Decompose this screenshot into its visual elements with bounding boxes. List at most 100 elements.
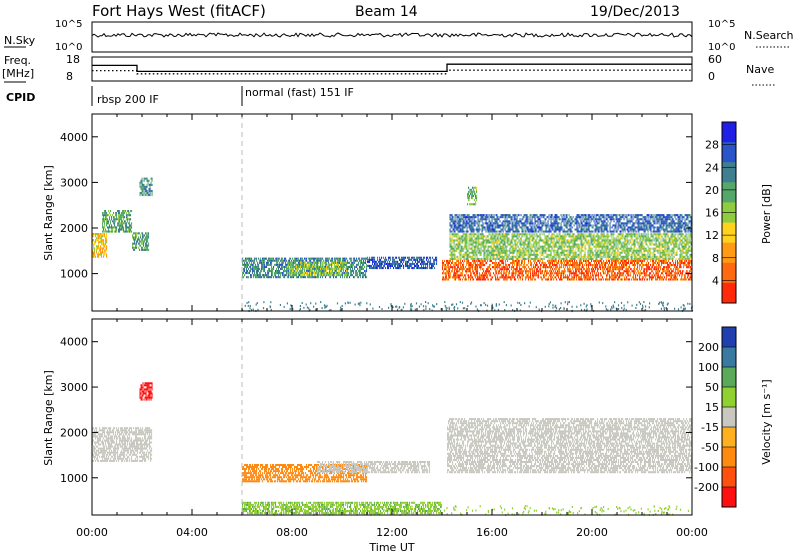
echo-cell (504, 270, 506, 273)
echo-cell (690, 266, 692, 269)
echo-cell (539, 245, 541, 248)
echo-cell (106, 239, 108, 242)
echo-cell (449, 259, 451, 262)
echo-cell (92, 233, 94, 236)
echo-cell (667, 262, 669, 265)
echo-cell (274, 259, 276, 262)
echo-cell (457, 243, 459, 246)
echo-cell (505, 255, 507, 258)
echo-cell (558, 270, 560, 273)
echo-cell (140, 185, 142, 188)
echo-cell (618, 272, 620, 275)
echo-cell (668, 270, 670, 273)
echo-cell (288, 265, 290, 268)
echo-cell (512, 262, 514, 265)
echo-cell (343, 265, 345, 268)
echo-cell (504, 237, 506, 240)
echo-cell (381, 262, 383, 265)
echo-cell (362, 267, 364, 270)
echo-cell (515, 270, 517, 273)
echo-cell (523, 235, 525, 238)
echo-cell (540, 257, 542, 260)
echo-cell (546, 264, 548, 267)
echo-cell (414, 262, 416, 265)
echo-cell (666, 266, 668, 269)
echo-cell (499, 235, 501, 238)
echo-cell (143, 179, 145, 182)
echo-cell (637, 262, 639, 265)
echo-cell (683, 262, 685, 265)
echo-cell (473, 245, 475, 248)
echo-cell (596, 274, 598, 277)
echo-cell (115, 212, 117, 215)
echo-cell (551, 245, 553, 248)
echo-cell (129, 228, 131, 231)
echo-cell (353, 259, 355, 262)
echo-cell (136, 242, 138, 245)
echo-cell (489, 255, 491, 258)
echo-cell (683, 264, 685, 267)
echo-cell (503, 237, 505, 240)
echo-cell (536, 253, 538, 256)
echo-cell (526, 272, 528, 275)
echo-cell (359, 265, 361, 268)
echo-cell (504, 245, 506, 248)
echo-cell (312, 276, 314, 279)
echo-cell (357, 263, 359, 266)
echo-cell (471, 247, 473, 250)
echo-cell (340, 265, 342, 268)
echo-cell (659, 270, 661, 273)
echo-cell (583, 235, 585, 238)
echo-cell (287, 273, 289, 276)
echo-cell (102, 247, 104, 250)
echo-cell (544, 276, 546, 279)
echo-cell (490, 239, 492, 242)
echo-cell (113, 218, 115, 221)
echo-cell (449, 262, 451, 265)
echo-cell (560, 251, 562, 254)
echo-cell (429, 264, 431, 267)
echo-cell (461, 266, 463, 269)
echo-cell (476, 253, 478, 256)
echo-cell (524, 243, 526, 246)
echo-cell (337, 259, 339, 262)
echo-cell (115, 218, 117, 221)
echo-cell (573, 253, 575, 256)
echo-cell (473, 247, 475, 250)
echo-cell (517, 268, 519, 271)
echo-cell (360, 272, 362, 275)
echo-cell (554, 249, 556, 252)
echo-cell (103, 245, 105, 248)
echo-cell (518, 235, 520, 238)
echo-cell (353, 276, 355, 279)
echo-cell (494, 241, 496, 244)
echo-cell (533, 270, 535, 273)
echo-cell (442, 278, 444, 281)
echo-cell (530, 274, 532, 277)
echo-cell (575, 243, 577, 246)
echo-cell (595, 278, 597, 281)
echo-cell (494, 245, 496, 248)
echo-cell (487, 237, 489, 240)
echo-cell (595, 276, 597, 279)
echo-cell (579, 270, 581, 273)
echo-cell (301, 261, 303, 264)
echo-cell (134, 246, 136, 249)
echo-cell (417, 256, 419, 259)
echo-cell (568, 259, 570, 262)
echo-cell (482, 272, 484, 275)
echo-cell (501, 251, 503, 254)
echo-cell (492, 245, 494, 248)
echo-cell (543, 249, 545, 252)
echo-cell (672, 270, 674, 273)
echo-cell (569, 235, 571, 238)
echo-cell (101, 235, 103, 238)
echo-cell (110, 220, 112, 223)
echo-cell (682, 278, 684, 281)
echo-cell (261, 259, 263, 262)
echo-cell (493, 262, 495, 265)
echo-cell (151, 179, 153, 182)
echo-cell (111, 226, 113, 229)
echo-cell (329, 267, 331, 270)
echo-cell (600, 266, 602, 269)
